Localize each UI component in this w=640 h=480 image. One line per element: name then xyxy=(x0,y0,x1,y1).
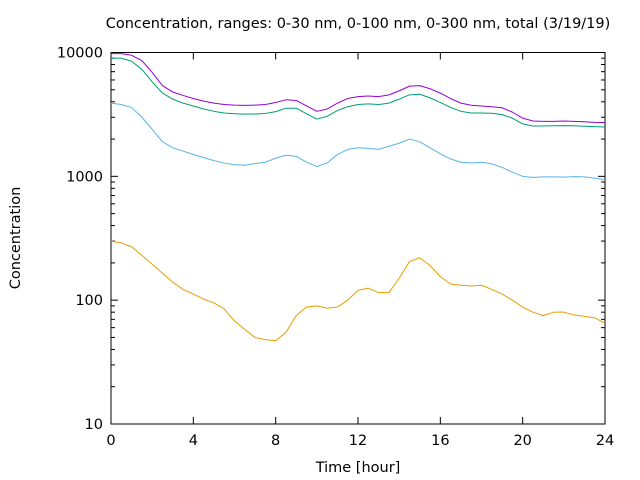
x-tick-label: 0 xyxy=(106,433,115,449)
x-tick-label: 24 xyxy=(596,433,614,449)
y-tick-label: 10 xyxy=(85,417,103,433)
x-tick-label: 16 xyxy=(431,433,449,449)
y-axis-label: Concentration xyxy=(8,187,24,290)
y-tick-label: 100 xyxy=(75,293,103,309)
y-tick-label: 10000 xyxy=(57,46,103,62)
x-tick-label: 12 xyxy=(349,433,367,449)
series-lines xyxy=(110,53,606,342)
plot-frame xyxy=(110,52,606,425)
series-line-2 xyxy=(110,102,606,181)
series-line-3 xyxy=(111,57,606,128)
chart-title: Concentration, ranges: 0-30 nm, 0-100 nm… xyxy=(106,16,611,32)
x-axis-label: Time [hour] xyxy=(315,460,401,476)
y-tick-label: 1000 xyxy=(66,169,103,185)
y-axis-ticks: 10 100 1000 10000 xyxy=(57,46,605,433)
series-line-1 xyxy=(110,240,606,342)
x-axis-ticks: 0 4 8 12 16 20 24 xyxy=(106,52,614,449)
x-tick-label: 20 xyxy=(513,433,531,449)
series-line-4 xyxy=(111,53,606,124)
x-tick-label: 8 xyxy=(271,433,280,449)
x-tick-label: 4 xyxy=(189,433,198,449)
